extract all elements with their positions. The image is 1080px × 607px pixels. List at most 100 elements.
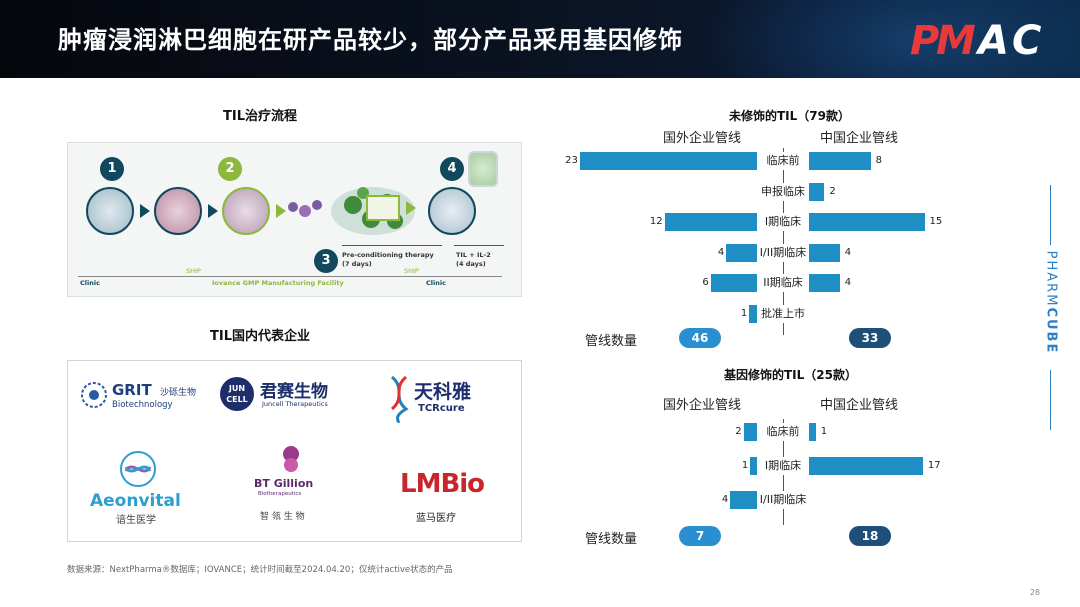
brand-divider-top — [1050, 185, 1051, 245]
pmac-logo: P M A C — [910, 18, 1041, 64]
data-source-note: 数据来源：NextPharma®数据库；IOVANCE；统计时间截至2024.0… — [67, 565, 453, 575]
grit-en: Biotechnology — [112, 400, 173, 410]
til-bag-icon — [468, 151, 498, 187]
bar-china-1 — [809, 457, 923, 475]
value-label-foreign-5: 1 — [740, 307, 748, 319]
bar-foreign-2 — [730, 491, 757, 509]
step-3-badge: 3 — [314, 249, 338, 273]
bar-china-0 — [809, 423, 816, 441]
bar-foreign-0 — [579, 152, 757, 170]
dna-helix-icon — [390, 375, 409, 423]
category-label-5: 批准上市 — [757, 304, 809, 323]
value-label-foreign-2: 4 — [721, 494, 729, 505]
category-label-4: II期临床 — [757, 274, 809, 292]
aeonvital-mark-icon — [120, 451, 156, 487]
header-glow — [700, 0, 1080, 78]
juncell-badge-bottom: CELL — [226, 395, 248, 404]
bar-china-3 — [809, 243, 840, 262]
grit-logo: GRIT 沙砾生物 Biotechnology — [80, 379, 200, 419]
chart2-title: 基因修饰的TIL（25款） — [724, 368, 857, 382]
chart1-title: 未修饰的TIL（79款） — [729, 109, 850, 123]
doctor-patient-image — [86, 187, 134, 235]
chart2-total-left: 7 — [679, 526, 721, 546]
svg-text:C: C — [1012, 18, 1041, 64]
chart2-count-label: 管线数量 — [585, 532, 638, 547]
chart1-right-header: 中国企业管线 — [820, 131, 899, 146]
grit-name: GRIT — [112, 381, 152, 399]
bar-china-4 — [809, 274, 840, 292]
chart1-left-header: 国外企业管线 — [663, 131, 742, 146]
btgillion-logo: BT Gillion Biotherapeutics 智 瓴 生 物 — [248, 445, 348, 525]
value-label-china-1: 17 — [927, 460, 941, 471]
juncell-badge-top: JUN — [228, 384, 246, 393]
bar-foreign-1 — [750, 457, 757, 475]
category-label-1: 申报临床 — [757, 182, 809, 201]
btgillion-cn: 智 瓴 生 物 — [260, 512, 305, 522]
header-bar: 肿瘤浸润淋巴细胞在研产品较少，部分产品采用基因修饰 P M A C — [0, 0, 1080, 78]
value-label-china-3: 4 — [844, 246, 852, 258]
bar-foreign-5 — [749, 304, 757, 323]
flow-arrow-2 — [208, 204, 218, 218]
category-label-2: I/II期临床 — [757, 491, 809, 509]
brand-divider-bottom — [1050, 370, 1051, 430]
juncell-badge: JUN CELL — [220, 377, 254, 411]
flow-arrow-4 — [406, 201, 416, 215]
bar-china-2 — [809, 213, 925, 231]
flow-title: TIL治疗流程 — [223, 109, 297, 124]
til-days: (4 days) — [456, 260, 486, 268]
timeline-line — [78, 276, 502, 277]
value-label-foreign-2: 12 — [649, 216, 663, 227]
tcrcure-logo: 天科雅 TCRcure — [388, 375, 508, 423]
grit-cn: 沙砾生物 — [160, 388, 197, 398]
ship-right-label: SHIP — [404, 267, 419, 275]
lmbio-logo: LMBio 蓝马医疗 — [400, 469, 500, 529]
juncell-logo: JUN CELL 君赛生物 Juncell Therapeutics — [220, 375, 360, 419]
value-label-foreign-3: 4 — [717, 246, 725, 258]
value-label-foreign-0: 23 — [565, 155, 578, 166]
btgillion-mark-icon — [283, 446, 299, 472]
category-label-3: I/II期临床 — [757, 243, 809, 262]
lmbio-en: LMBio — [400, 469, 485, 499]
juncell-en: Juncell Therapeutics — [262, 400, 328, 408]
bar-foreign-0 — [743, 423, 757, 441]
chart2-total-right: 18 — [849, 526, 891, 546]
til-line — [454, 245, 504, 246]
lmbio-cn: 蓝马医疗 — [416, 513, 456, 524]
svg-text:P: P — [910, 18, 939, 64]
infusion-bag-icon — [366, 195, 400, 221]
bar-foreign-3 — [726, 243, 757, 262]
category-label-0: 临床前 — [757, 152, 809, 170]
flow-arrow-1 — [140, 204, 150, 218]
preconditioning-label: Pre-conditioning therapy — [342, 251, 434, 259]
chart2-left-header: 国外企业管线 — [663, 398, 742, 413]
patient-infusion-image — [428, 187, 476, 235]
juncell-cn: 君赛生物 — [260, 382, 328, 402]
value-label-china-4: 4 — [844, 277, 852, 288]
value-label-foreign-4: 6 — [702, 277, 709, 288]
category-label-0: 临床前 — [757, 423, 809, 441]
svg-text:M: M — [936, 18, 976, 64]
aeonvital-cn: 谙生医学 — [116, 515, 156, 526]
step-2-badge: 2 — [218, 157, 242, 181]
step-4-badge: 4 — [440, 157, 464, 181]
category-label-1: I期临床 — [757, 457, 809, 475]
bar-foreign-4 — [710, 274, 757, 292]
category-label-2: I期临床 — [757, 213, 809, 231]
lymphocyte-image — [222, 187, 270, 235]
value-label-china-0: 8 — [875, 155, 882, 166]
preconditioning-days: (7 days) — [342, 260, 372, 268]
value-label-foreign-1: 1 — [741, 460, 749, 471]
chart1-total-right: 33 — [849, 328, 891, 348]
aeonvital-logo: Aeonvital 谙生医学 — [86, 449, 196, 526]
companies-panel: GRIT 沙砾生物 Biotechnology JUN CELL 君赛生物 Ju… — [67, 360, 522, 542]
clinic-left-label: Clinic — [80, 279, 100, 287]
chart1-count-label: 管线数量 — [585, 334, 638, 349]
preconditioning-line — [342, 245, 442, 246]
page-title: 肿瘤浸润淋巴细胞在研产品较少，部分产品采用基因修饰 — [58, 26, 683, 54]
tcrcure-en: TCRcure — [418, 403, 465, 414]
value-label-china-0: 1 — [820, 426, 828, 437]
value-label-foreign-0: 2 — [735, 426, 742, 437]
til-flow-diagram: 1 2 4 3 Pre-conditioning therapy (7 days… — [67, 142, 522, 297]
pharmcube-side-brand: PHARMCUBE — [1036, 185, 1066, 430]
btgillion-sub: Biotherapeutics — [258, 491, 302, 497]
